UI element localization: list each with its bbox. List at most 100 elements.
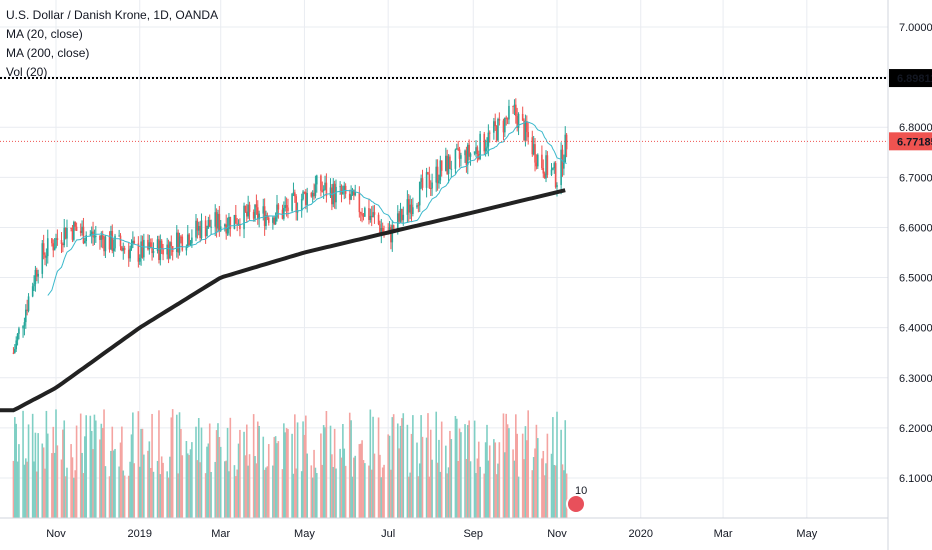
candle [228, 212, 230, 236]
volume-bar [66, 467, 68, 518]
candle-body [243, 205, 245, 230]
candle [60, 232, 63, 253]
candle [407, 194, 410, 223]
candle-body [380, 228, 383, 234]
volume-bar [185, 441, 188, 518]
volume-bar [103, 409, 105, 518]
volume-legend[interactable]: Vol (20) [6, 65, 48, 79]
candle-body [33, 284, 35, 287]
candle [175, 225, 178, 258]
candle-body [25, 309, 27, 323]
ma20-legend[interactable]: MA (20, close) [6, 27, 83, 41]
time-axis[interactable]: Nov 2019 Mar May Jul Sep Nov 2020 Mar May [0, 517, 888, 540]
volume-bar [435, 411, 438, 518]
candle [416, 203, 418, 209]
candle-body [504, 117, 506, 133]
volume-bar [18, 444, 20, 518]
volume-bar [44, 468, 46, 518]
candle [243, 202, 245, 239]
candle [532, 135, 535, 156]
candle [41, 239, 44, 279]
volume-bar [486, 424, 488, 518]
volume-bar [63, 420, 66, 518]
candle-body [517, 113, 520, 128]
ma200-legend[interactable]: MA (200, close) [6, 46, 90, 60]
volume-bar [236, 469, 238, 518]
symbol-title[interactable]: U.S. Dollar / Danish Krone, 1D, OANDA [6, 8, 219, 22]
volume-bar [436, 462, 439, 518]
candle [339, 181, 341, 195]
volume-bar [354, 455, 357, 518]
candle [536, 153, 539, 169]
us-flag-event-icon[interactable]: 10 [566, 485, 587, 514]
volume-bar [502, 413, 505, 518]
candle-body [407, 199, 410, 213]
volume-bar [127, 475, 130, 518]
volume-bar [381, 467, 384, 518]
volume-bar [93, 414, 96, 518]
volume-bar [560, 429, 562, 518]
candle-body [475, 147, 477, 152]
candle-body [458, 149, 461, 159]
candle [300, 193, 303, 218]
candle-body [446, 155, 448, 174]
candle [469, 152, 472, 166]
candle-body [421, 178, 424, 188]
volume-bar [521, 433, 524, 518]
volume-bar [252, 414, 255, 518]
candle [364, 206, 366, 217]
candle [362, 213, 365, 221]
candle-body [362, 215, 365, 217]
candle [127, 242, 130, 267]
volume-bar [508, 428, 510, 518]
volume-bar [166, 471, 168, 518]
candle [138, 254, 141, 265]
volume-bar [37, 433, 39, 518]
candle-body [127, 249, 130, 259]
candle [535, 154, 538, 170]
candle-body [515, 104, 517, 116]
candle-body [177, 232, 179, 253]
candle-body [27, 296, 30, 311]
candle [380, 218, 383, 244]
volume-bar [52, 426, 55, 518]
candle-body [524, 121, 527, 141]
volume-bar [358, 444, 361, 518]
candle [512, 105, 514, 114]
candle [410, 198, 413, 222]
volume-bar [369, 409, 372, 518]
x-tick-label: Nov [547, 528, 567, 540]
candle-body [99, 235, 101, 240]
candle [332, 178, 335, 208]
volume-bar [563, 470, 565, 518]
y-tick-label: 6.30000 [899, 373, 932, 385]
candle-body [151, 247, 153, 254]
candle [229, 216, 232, 237]
volume-bar [226, 427, 229, 518]
candle [108, 231, 111, 253]
candle [354, 184, 357, 197]
flag-count-label: 10 [575, 485, 587, 497]
candle-body [410, 204, 413, 214]
volume-bar [398, 448, 400, 518]
volume-bar [104, 466, 107, 518]
candle [523, 118, 525, 142]
y-tick-label: 6.50000 [899, 273, 932, 285]
candle [320, 174, 322, 197]
candle-body [535, 162, 538, 167]
volume-bar [418, 463, 421, 518]
candle [556, 182, 558, 197]
candle-body [210, 226, 212, 228]
volume-bar [456, 418, 458, 518]
candle-body [390, 227, 392, 243]
candle-body [479, 133, 481, 160]
candle [235, 204, 237, 224]
candle [206, 225, 208, 237]
candle-body [100, 235, 103, 240]
candle [123, 245, 126, 254]
candle-body [200, 220, 203, 239]
volume-bar [439, 471, 442, 518]
candle-body [118, 235, 120, 237]
volume-bar [449, 430, 451, 518]
